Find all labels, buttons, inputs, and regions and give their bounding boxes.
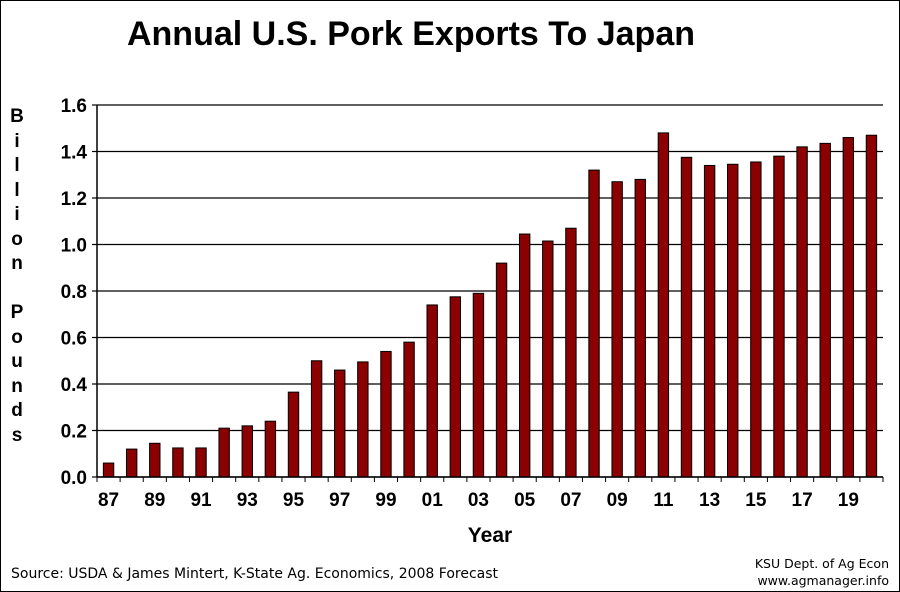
bar <box>819 142 831 478</box>
bar <box>287 391 300 478</box>
x-tick-label: 11 <box>653 490 674 511</box>
y-tick-label: 1.2 <box>61 189 87 210</box>
x-axis-label: Year <box>468 524 512 547</box>
y-tick-label: 1.0 <box>61 236 87 257</box>
x-tick-label: 97 <box>329 490 350 511</box>
y-axis-label-letter: P <box>10 302 24 323</box>
y-axis-label-letter: l <box>14 155 20 176</box>
bar <box>657 132 670 478</box>
bar <box>842 137 855 478</box>
bar <box>403 341 415 478</box>
credit-line-2: www.agmanager.info <box>757 573 889 588</box>
bar <box>218 427 230 478</box>
credit-line-1: KSU Dept. of Ag Econ <box>754 556 889 571</box>
bar <box>750 161 762 478</box>
y-axis-label-letter: d <box>11 400 23 421</box>
bar <box>727 163 739 478</box>
x-tick-label: 99 <box>375 490 396 511</box>
bar <box>634 178 646 478</box>
x-tick-label: 95 <box>283 490 305 511</box>
bar <box>241 425 253 478</box>
bar <box>149 442 161 478</box>
y-axis-label-letter: n <box>11 375 23 397</box>
y-tick-label: 0.4 <box>61 375 88 396</box>
x-tick-label: 19 <box>838 490 859 511</box>
y-tick-label: 0.8 <box>61 282 87 303</box>
y-tick-label: 0.2 <box>61 422 87 443</box>
bar <box>310 360 323 478</box>
x-tick-label: 91 <box>190 490 212 511</box>
y-tick-label: 0.6 <box>61 329 87 350</box>
y-axis-label-letter: u <box>11 351 23 372</box>
bar <box>449 296 462 478</box>
x-tick-label: 15 <box>745 490 767 511</box>
x-tick-label: 17 <box>792 490 813 511</box>
x-tick-label: 05 <box>514 490 536 511</box>
x-tick-label: 93 <box>237 490 258 511</box>
y-tick-label: 1.4 <box>61 143 88 164</box>
bar <box>195 447 207 478</box>
bar <box>703 164 716 478</box>
y-axis-label-letter: B <box>10 106 24 127</box>
bar <box>380 350 392 478</box>
y-axis-label-letter: i <box>14 204 20 225</box>
bar <box>542 240 554 478</box>
bar <box>611 181 623 478</box>
bar <box>172 447 184 478</box>
bar <box>565 227 577 478</box>
x-tick-label: 09 <box>607 490 628 511</box>
bar <box>865 134 878 478</box>
source-note: Source: USDA & James Mintert, K-State Ag… <box>11 566 499 582</box>
bar <box>125 448 138 478</box>
y-tick-label: 1.6 <box>61 96 87 117</box>
bar <box>518 233 531 478</box>
y-axis-label-letter: o <box>11 228 23 250</box>
x-tick-label: 87 <box>98 490 119 511</box>
bar <box>495 262 508 478</box>
bar <box>588 169 600 478</box>
chart-title: Annual U.S. Pork Exports To Japan <box>126 15 696 53</box>
y-axis-label-letter: s <box>11 424 23 446</box>
bar <box>264 420 277 478</box>
bar <box>426 304 438 478</box>
bar <box>796 146 808 478</box>
y-axis-label-letter: i <box>14 130 20 152</box>
y-tick-label: 0.0 <box>61 468 87 489</box>
x-tick-label: 13 <box>699 490 720 511</box>
x-tick-label: 07 <box>560 490 581 511</box>
y-axis-label-letter: o <box>11 326 23 348</box>
y-axis-label-letter: n <box>11 253 23 274</box>
credit-note: KSU Dept. of Ag Econ www.agmanager.info <box>755 555 889 589</box>
x-tick-label: 01 <box>422 490 444 511</box>
x-tick-label: 03 <box>468 490 489 511</box>
bar <box>357 361 369 478</box>
bar <box>334 369 346 478</box>
bar <box>102 462 115 478</box>
bar <box>773 155 785 478</box>
bar <box>472 292 485 478</box>
bar <box>680 156 693 478</box>
y-axis-label-letter: l <box>14 179 20 201</box>
x-tick-label: 89 <box>144 490 165 511</box>
